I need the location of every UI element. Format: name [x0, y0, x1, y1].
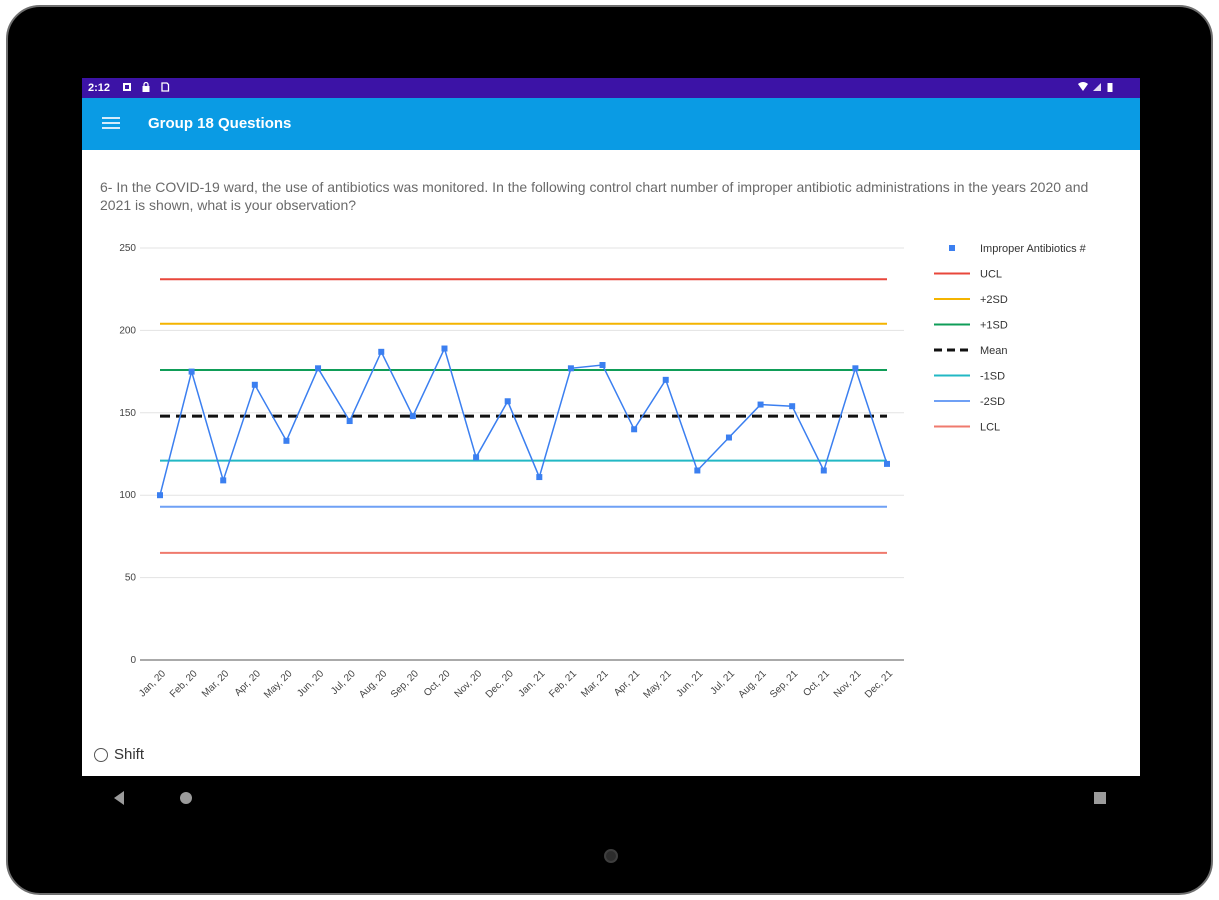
data-point [504, 398, 511, 405]
data-point [251, 381, 258, 388]
data-point [220, 477, 227, 484]
x-tick-label: Jan, 21 [516, 668, 547, 699]
data-point [852, 365, 859, 372]
navigation-bar [82, 776, 1140, 822]
app-bar: Group 18 Questions [82, 98, 1140, 150]
wifi-icon [1078, 82, 1088, 91]
data-point [188, 368, 195, 375]
x-tick-label: Jul, 20 [329, 668, 358, 697]
x-tick-label: May, 20 [262, 668, 295, 701]
status-bar: 2:12 [82, 78, 1140, 98]
data-point [473, 454, 480, 461]
legend-label: -2SD [980, 396, 1005, 408]
data-point [378, 348, 385, 355]
recent-apps-icon[interactable] [1094, 792, 1106, 804]
home-icon[interactable] [180, 792, 192, 804]
x-tick-label: Oct, 21 [801, 668, 832, 699]
back-icon[interactable] [114, 791, 124, 805]
legend-label: Improper Antibiotics # [980, 243, 1087, 255]
y-tick-label: 100 [119, 490, 136, 501]
data-point [631, 426, 638, 433]
data-point [441, 345, 448, 352]
data-point [884, 460, 890, 467]
data-point [409, 413, 416, 420]
option-shift[interactable]: Shift [94, 746, 144, 763]
x-tick-label: Dec, 20 [484, 668, 516, 700]
x-tick-label: Jun, 21 [674, 668, 705, 699]
x-tick-label: Sep, 21 [768, 668, 800, 700]
x-tick-label: Mar, 20 [200, 668, 232, 700]
sd-card-icon [161, 82, 170, 92]
x-tick-label: Nov, 21 [832, 668, 864, 700]
x-tick-label: Feb, 21 [547, 668, 579, 700]
y-tick-label: 50 [125, 573, 137, 584]
status-time: 2:12 [88, 82, 111, 94]
legend-label: +2SD [980, 294, 1008, 306]
question-text: 6- In the COVID-19 ward, the use of anti… [100, 179, 1089, 213]
y-tick-label: 200 [119, 325, 136, 336]
data-point [315, 365, 322, 372]
data-point [789, 403, 796, 410]
legend-label: -1SD [980, 371, 1005, 383]
x-tick-label: Sep, 20 [389, 668, 421, 700]
x-tick-label: Apr, 21 [612, 668, 642, 698]
y-tick-label: 0 [130, 655, 136, 666]
x-tick-label: Dec, 21 [863, 668, 895, 700]
notification-icon [123, 83, 131, 91]
signal-icon [1093, 83, 1101, 91]
data-point [757, 401, 764, 408]
y-tick-label: 250 [119, 243, 136, 254]
data-point [662, 376, 669, 383]
camera-icon [604, 849, 618, 863]
shift-option-label: Shift [114, 746, 145, 763]
data-point [567, 365, 574, 372]
data-point [725, 434, 732, 441]
legend-label: +1SD [980, 320, 1008, 332]
data-point [157, 492, 163, 499]
x-tick-label: Oct, 20 [422, 668, 453, 699]
x-tick-label: Nov, 20 [453, 668, 485, 700]
legend-label: LCL [980, 422, 1000, 434]
data-point [283, 437, 290, 444]
x-tick-label: Mar, 21 [579, 668, 611, 700]
x-tick-label: Aug, 21 [737, 668, 769, 700]
data-point [820, 467, 827, 474]
battery-icon [1107, 83, 1113, 92]
x-tick-label: Jun, 20 [295, 668, 326, 699]
y-tick-label: 150 [119, 408, 136, 419]
x-tick-label: Feb, 20 [168, 668, 200, 700]
lock-icon [142, 82, 150, 92]
data-point [599, 362, 606, 369]
legend-label: UCL [980, 269, 1002, 281]
data-point [536, 474, 543, 481]
x-tick-label: Aug, 20 [357, 668, 389, 700]
x-tick-label: Apr, 20 [233, 668, 263, 698]
shift-radio-button[interactable] [94, 747, 108, 762]
data-point [346, 418, 353, 425]
x-tick-label: Jan, 20 [137, 668, 168, 699]
app-screen: 2:12 Group 18 Questions 6- In the COVID-… [82, 78, 1140, 776]
data-point [694, 467, 701, 474]
legend-marker [949, 245, 955, 251]
page-title: Group 18 Questions [148, 115, 292, 132]
series-line-improper-antibiotics [159, 346, 888, 496]
legend-label: Mean [980, 345, 1008, 357]
x-tick-label: May, 21 [641, 668, 674, 701]
menu-icon[interactable] [102, 117, 120, 131]
x-tick-label: Jul, 21 [708, 668, 737, 697]
